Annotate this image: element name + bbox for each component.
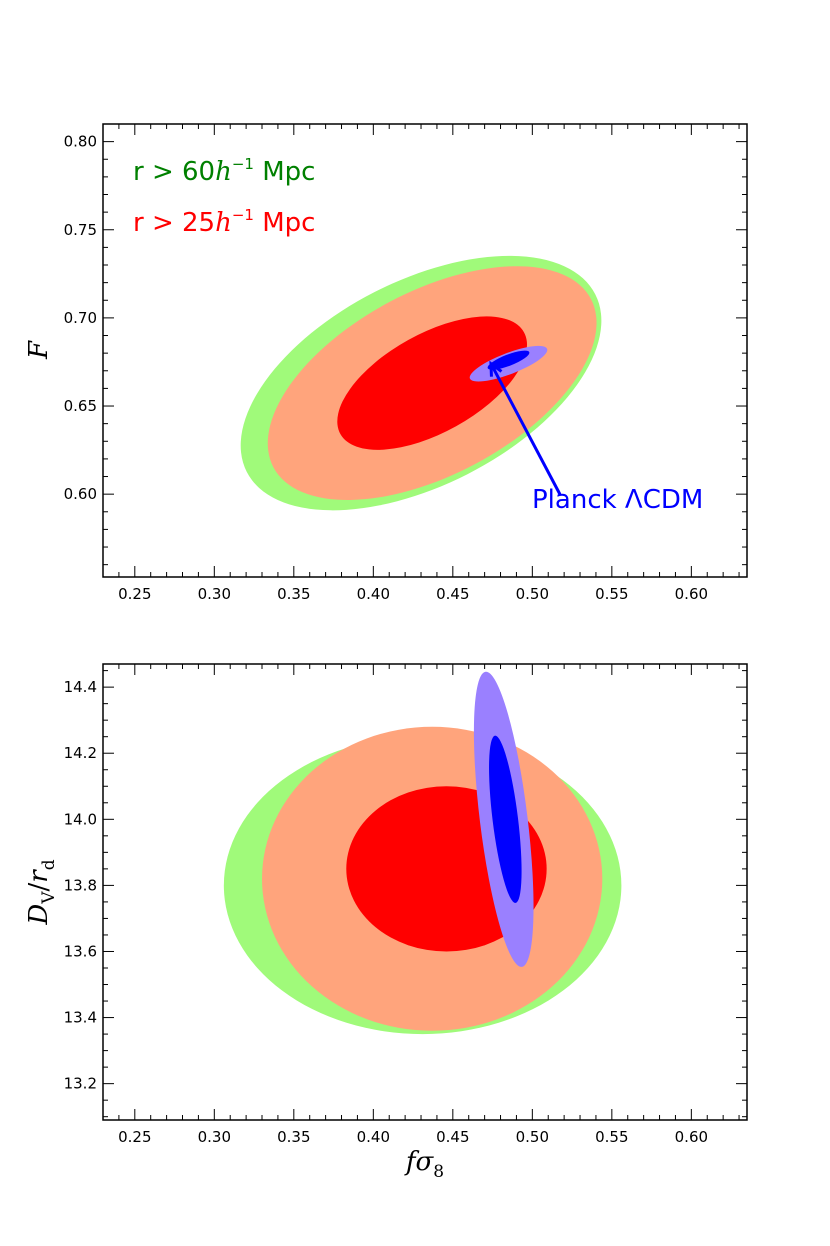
x-tick-label: 0.30: [198, 585, 231, 603]
x-tick-label: 0.50: [516, 1128, 549, 1146]
y-tick-label: 14.0: [64, 810, 97, 828]
bottom-x-axis-label: fσ8: [404, 1147, 444, 1182]
bottom-y-axis-label: DV/rd: [24, 859, 59, 925]
top-contours: [240, 255, 602, 511]
bottom-tick-labels: 0.25 0.30 0.35 0.40 0.45 0.50 0.55 0.60 13.2 13.4…: [64, 678, 708, 1146]
y-tick-label: 0.80: [64, 133, 97, 151]
x-tick-label: 0.60: [675, 1128, 708, 1146]
y-label-d-sub: d: [39, 859, 59, 870]
legend-entry-r60: r > 60h−1 Mpc: [133, 155, 315, 187]
y-label-d: D: [24, 904, 54, 926]
y-tick-label: 0.70: [64, 309, 97, 327]
x-label-sigma: σ: [416, 1147, 435, 1177]
x-tick-label: 0.60: [675, 585, 708, 603]
x-tick-label: 0.55: [595, 1128, 628, 1146]
y-tick-label: 13.4: [64, 1009, 97, 1027]
x-tick-label: 0.30: [198, 1128, 231, 1146]
planck-annotation: Planck ΛCDM: [532, 485, 703, 515]
y-tick-label: 14.2: [64, 744, 97, 762]
x-tick-label: 0.45: [436, 585, 469, 603]
contour-planck-1-: [487, 350, 530, 370]
y-label-v-sub: V: [39, 891, 59, 905]
y-tick-label: 13.2: [64, 1075, 97, 1093]
x-tick-label: 0.55: [595, 585, 628, 603]
bottom-panel: 0.25 0.30 0.35 0.40 0.45 0.50 0.55 0.60 13.2 13.4…: [24, 663, 748, 1182]
top-ticks: [102, 123, 747, 577]
top-panel: 0.25 0.30 0.35 0.40 0.45 0.50 0.55 0.60 0.60 0.65…: [24, 123, 748, 603]
legend-r60-h: h: [215, 157, 232, 187]
y-tick-label: 0.60: [64, 485, 97, 503]
x-tick-label: 0.40: [357, 585, 390, 603]
x-tick-label: 0.25: [118, 585, 151, 603]
top-y-axis-label: F: [24, 340, 54, 360]
x-tick-label: 0.35: [277, 585, 310, 603]
legend-r60-prefix: r > 60: [133, 157, 215, 187]
x-tick-label: 0.35: [277, 1128, 310, 1146]
legend-r25-sup: −1: [232, 206, 254, 224]
bottom-ticks: [102, 664, 747, 1120]
legend-entry-r25: r > 25h−1 Mpc: [133, 206, 315, 238]
planck-arrow-head: [489, 360, 503, 377]
legend-r25-h: h: [215, 208, 232, 238]
x-tick-label: 0.40: [357, 1128, 390, 1146]
y-tick-label: 13.8: [64, 876, 97, 894]
planck-arrow: [489, 363, 562, 496]
legend-r25-suffix: Mpc: [254, 208, 316, 238]
legend-r60-suffix: Mpc: [254, 157, 316, 187]
bottom-plot-frame: [102, 663, 748, 1121]
y-tick-label: 13.6: [64, 942, 97, 960]
legend-r25-prefix: r > 25: [133, 208, 215, 238]
y-tick-label: 0.65: [64, 397, 97, 415]
y-tick-label: 0.75: [64, 221, 97, 239]
y-label-slash: /: [24, 882, 54, 891]
y-tick-label: 14.4: [64, 678, 97, 696]
bottom-contours: [223, 671, 622, 1035]
contour-r-25-1-: [337, 316, 528, 450]
x-tick-label: 0.45: [436, 1128, 469, 1146]
y-label-r: r: [24, 869, 54, 883]
contour-planck-1-: [489, 735, 522, 903]
x-tick-label: 0.50: [516, 585, 549, 603]
x-tick-label: 0.25: [118, 1128, 151, 1146]
top-tick-labels: 0.25 0.30 0.35 0.40 0.45 0.50 0.55 0.60 0.60 0.65…: [64, 133, 708, 603]
top-plot-frame: [102, 123, 748, 578]
legend-r60-sup: −1: [232, 155, 254, 173]
x-label-sub: 8: [433, 1162, 444, 1182]
